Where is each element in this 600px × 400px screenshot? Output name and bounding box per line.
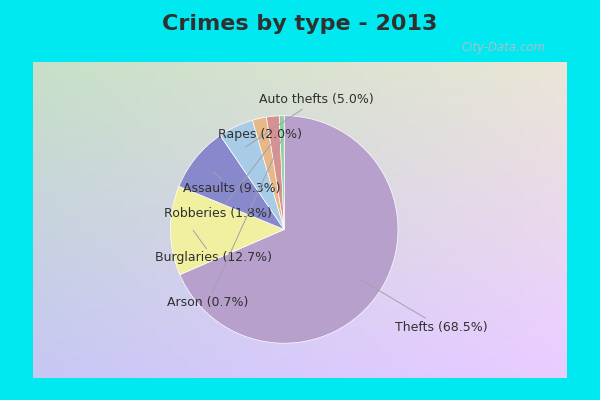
Wedge shape	[180, 116, 398, 343]
Wedge shape	[170, 186, 284, 275]
Text: Robberies (1.8%): Robberies (1.8%)	[164, 139, 275, 220]
Wedge shape	[266, 116, 284, 230]
Text: Crimes by type - 2013: Crimes by type - 2013	[163, 14, 437, 34]
Text: Rapes (2.0%): Rapes (2.0%)	[218, 128, 302, 141]
Text: Thefts (68.5%): Thefts (68.5%)	[360, 280, 487, 334]
Wedge shape	[279, 116, 284, 230]
Text: Arson (0.7%): Arson (0.7%)	[167, 138, 282, 309]
Text: Auto thefts (5.0%): Auto thefts (5.0%)	[245, 94, 374, 147]
Wedge shape	[179, 135, 284, 230]
Wedge shape	[220, 120, 284, 230]
Text: Assaults (9.3%): Assaults (9.3%)	[183, 172, 281, 195]
Text: City-Data.com: City-Data.com	[462, 42, 546, 54]
Text: Burglaries (12.7%): Burglaries (12.7%)	[155, 230, 272, 264]
Wedge shape	[253, 117, 284, 230]
